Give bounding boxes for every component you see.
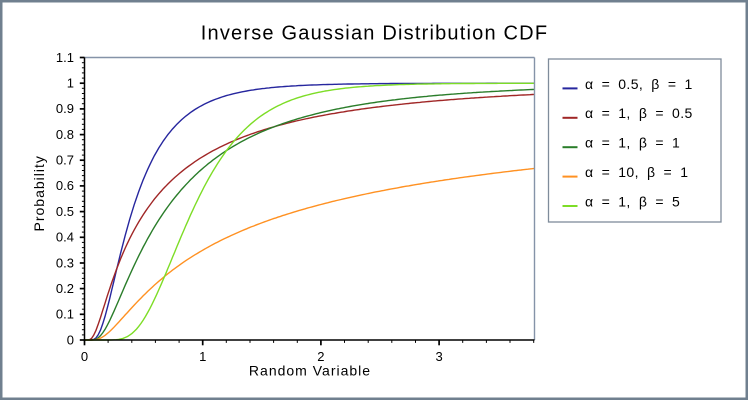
svg-text:0.1: 0.1 bbox=[56, 307, 74, 322]
svg-text:Random Variable: Random Variable bbox=[249, 363, 371, 379]
svg-text:2: 2 bbox=[317, 349, 324, 364]
svg-text:α = 1, β = 5: α = 1, β = 5 bbox=[585, 193, 680, 209]
svg-text:Probability: Probability bbox=[31, 155, 47, 231]
svg-text:1: 1 bbox=[67, 76, 74, 91]
svg-text:1: 1 bbox=[199, 349, 206, 364]
svg-text:α = 10, β = 1: α = 10, β = 1 bbox=[585, 164, 688, 180]
svg-text:0.7: 0.7 bbox=[56, 153, 74, 168]
svg-text:0: 0 bbox=[81, 349, 88, 364]
svg-text:0.3: 0.3 bbox=[56, 255, 74, 270]
svg-text:α = 1, β = 1: α = 1, β = 1 bbox=[585, 135, 680, 151]
svg-text:Inverse Gaussian Distribution: Inverse Gaussian Distribution CDF bbox=[201, 23, 549, 45]
svg-text:3: 3 bbox=[435, 349, 442, 364]
svg-text:0.8: 0.8 bbox=[56, 127, 74, 142]
svg-text:α = 0.5, β = 1: α = 0.5, β = 1 bbox=[585, 76, 693, 92]
svg-text:1.1: 1.1 bbox=[56, 50, 74, 65]
svg-text:0: 0 bbox=[67, 332, 74, 347]
svg-text:0.9: 0.9 bbox=[56, 101, 74, 116]
svg-text:α = 1, β = 0.5: α = 1, β = 0.5 bbox=[585, 105, 693, 121]
svg-text:0.5: 0.5 bbox=[56, 204, 74, 219]
svg-text:0.6: 0.6 bbox=[56, 178, 74, 193]
svg-text:0.2: 0.2 bbox=[56, 281, 74, 296]
svg-text:0.4: 0.4 bbox=[56, 230, 74, 245]
